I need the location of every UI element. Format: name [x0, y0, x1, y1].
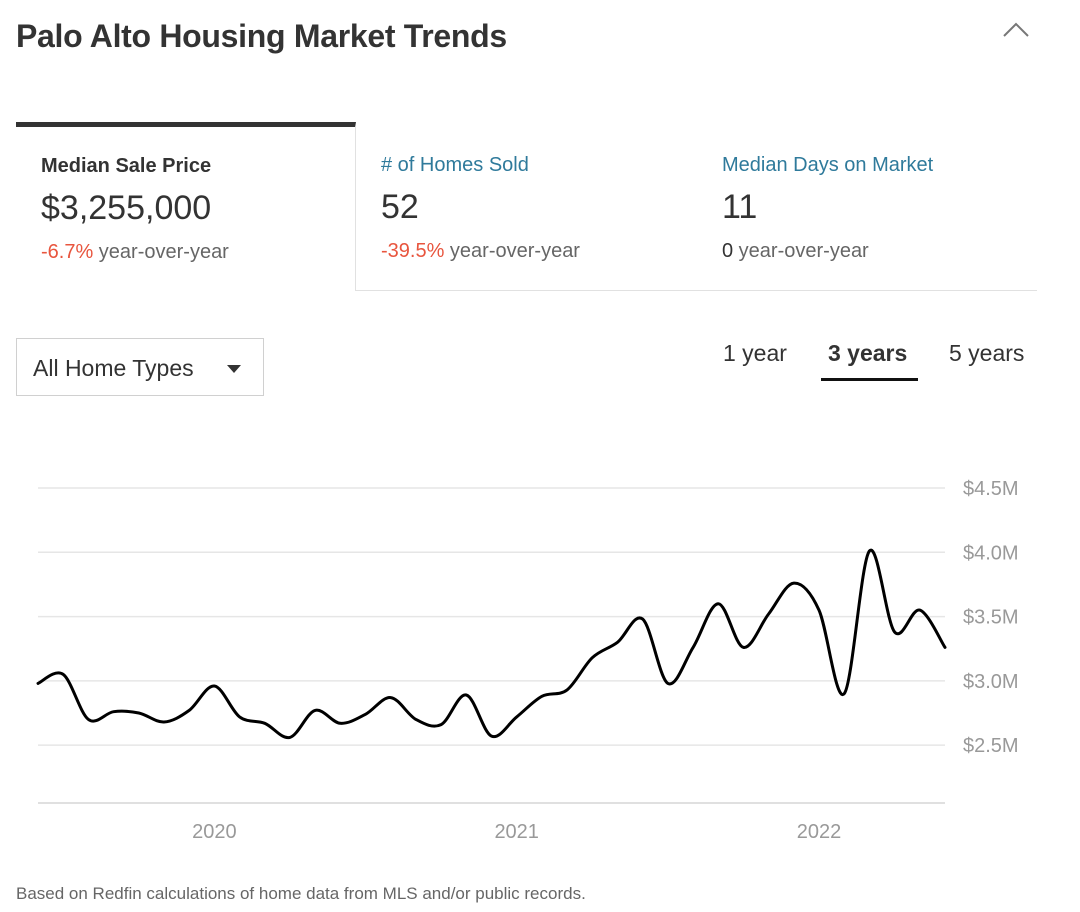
stat-change: -6.7% year-over-year [41, 241, 229, 264]
y-tick-label: $3.0M [963, 671, 1019, 693]
stat-days-on-market[interactable]: Median Days on Market 11 0 year-over-yea… [697, 122, 1037, 290]
y-axis-ticks: $2.5M $3.0M $3.5M $4.0M $4.5M [963, 478, 1019, 757]
stat-change: -39.5% year-over-year [381, 240, 580, 263]
stat-label: # of Homes Sold [381, 154, 529, 176]
y-tick-label: $2.5M [963, 735, 1019, 757]
range-tab-1-year[interactable]: 1 year [723, 340, 787, 366]
stat-value: 11 [722, 188, 758, 226]
stat-label: Median Days on Market [722, 154, 934, 176]
price-series-line [36, 548, 947, 740]
change-percent: -39.5% [381, 240, 445, 262]
stat-change: 0 year-over-year [722, 240, 869, 263]
y-tick-label: $4.0M [963, 542, 1019, 564]
change-suffix: year-over-year [444, 240, 580, 262]
caret-down-icon [227, 365, 241, 373]
x-axis-ticks: 2020 2021 2022 [192, 821, 841, 843]
stats-tabs: Median Sale Price $3,255,000 -6.7% year-… [16, 122, 1037, 291]
collapse-button[interactable] [998, 14, 1034, 44]
x-tick-label: 2020 [192, 821, 237, 843]
change-suffix: year-over-year [733, 240, 869, 262]
change-percent: -6.7% [41, 241, 94, 263]
chevron-up-icon [1003, 22, 1029, 37]
range-tab-5-years[interactable]: 5 years [949, 340, 1025, 366]
stat-homes-sold[interactable]: # of Homes Sold 52 -39.5% year-over-year [356, 122, 697, 290]
y-tick-label: $3.5M [963, 607, 1019, 629]
x-tick-label: 2021 [494, 821, 539, 843]
range-tab-3-years[interactable]: 3 years [828, 340, 908, 366]
x-tick-label: 2022 [797, 821, 842, 843]
home-type-dropdown[interactable]: All Home Types [16, 338, 264, 396]
stat-label: Median Sale Price [41, 155, 212, 177]
chart-gridlines [38, 487, 945, 804]
change-percent: 0 [722, 240, 734, 262]
median-sale-price-chart: $2.5M $3.0M $3.5M $4.0M $4.5M 2020 2021 2022 [36, 478, 1019, 843]
stat-value: $3,255,000 [41, 189, 212, 227]
stat-median-sale-price[interactable]: Median Sale Price $3,255,000 -6.7% year-… [16, 122, 356, 291]
range-selected-indicator [821, 378, 918, 381]
y-tick-label: $4.5M [963, 478, 1019, 500]
footnote: Based on Redfin calculations of home dat… [16, 884, 586, 903]
home-type-selected: All Home Types [33, 355, 194, 381]
page-title: Palo Alto Housing Market Trends [16, 18, 507, 54]
stat-value: 52 [381, 188, 419, 226]
change-suffix: year-over-year [93, 241, 229, 263]
